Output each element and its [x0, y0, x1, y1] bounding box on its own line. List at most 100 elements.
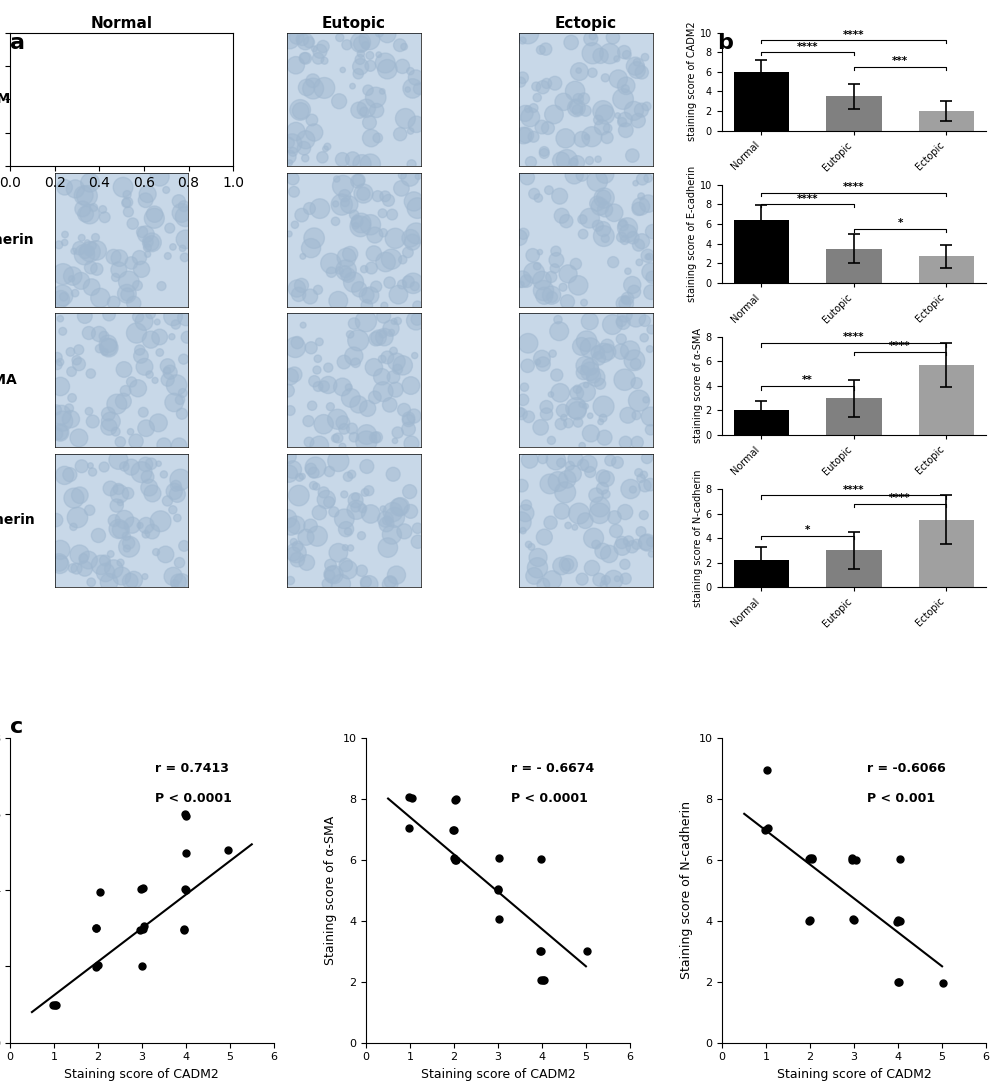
Circle shape — [348, 545, 354, 552]
Circle shape — [360, 459, 374, 473]
Circle shape — [580, 209, 600, 228]
Circle shape — [142, 232, 161, 252]
Circle shape — [341, 491, 348, 497]
Circle shape — [149, 414, 167, 432]
X-axis label: Staining score of CADM2: Staining score of CADM2 — [65, 1068, 219, 1081]
Circle shape — [393, 180, 409, 197]
Circle shape — [144, 525, 159, 539]
Point — [447, 792, 463, 809]
Circle shape — [75, 201, 91, 217]
Circle shape — [293, 103, 309, 119]
Circle shape — [534, 351, 551, 367]
Circle shape — [602, 74, 610, 81]
Circle shape — [555, 482, 576, 503]
Circle shape — [107, 394, 126, 414]
Circle shape — [393, 356, 412, 375]
Circle shape — [332, 434, 340, 442]
Circle shape — [375, 252, 395, 272]
Circle shape — [116, 131, 125, 140]
Circle shape — [166, 375, 187, 395]
Circle shape — [146, 206, 162, 223]
Circle shape — [618, 218, 637, 238]
Circle shape — [623, 276, 640, 293]
Circle shape — [126, 323, 146, 343]
Circle shape — [181, 331, 193, 343]
Circle shape — [379, 89, 385, 94]
Circle shape — [337, 355, 351, 369]
Circle shape — [595, 543, 611, 559]
Circle shape — [624, 350, 644, 370]
Circle shape — [565, 166, 584, 184]
Circle shape — [613, 89, 633, 110]
Circle shape — [287, 173, 299, 185]
Circle shape — [327, 403, 335, 411]
Circle shape — [639, 194, 657, 213]
Circle shape — [103, 308, 116, 320]
Point — [935, 974, 951, 992]
Text: P < 0.0001: P < 0.0001 — [155, 793, 232, 806]
Circle shape — [618, 505, 632, 520]
Circle shape — [169, 243, 176, 250]
Circle shape — [176, 70, 181, 75]
Circle shape — [520, 528, 526, 534]
Circle shape — [627, 286, 640, 299]
Bar — [733, 411, 789, 435]
Circle shape — [365, 61, 375, 72]
Circle shape — [112, 274, 120, 281]
Circle shape — [57, 358, 64, 366]
Circle shape — [143, 237, 153, 247]
Circle shape — [332, 574, 351, 593]
Circle shape — [579, 442, 586, 449]
Circle shape — [581, 105, 592, 116]
Circle shape — [79, 245, 92, 258]
Circle shape — [638, 480, 651, 492]
Circle shape — [145, 370, 153, 378]
Circle shape — [70, 429, 88, 446]
Circle shape — [287, 123, 305, 140]
Circle shape — [602, 235, 610, 242]
Circle shape — [163, 365, 177, 379]
Circle shape — [555, 418, 567, 430]
Circle shape — [172, 203, 191, 223]
Circle shape — [346, 152, 360, 166]
Circle shape — [381, 249, 401, 269]
Text: P < 0.001: P < 0.001 — [868, 793, 935, 806]
Circle shape — [304, 37, 315, 48]
Circle shape — [313, 381, 323, 391]
Circle shape — [178, 541, 189, 552]
Circle shape — [534, 193, 543, 202]
Circle shape — [120, 102, 135, 117]
Text: r = -0.6066: r = -0.6066 — [868, 762, 946, 775]
Circle shape — [176, 408, 187, 419]
Circle shape — [100, 334, 117, 353]
Circle shape — [533, 93, 542, 102]
Text: *: * — [805, 525, 810, 535]
Circle shape — [343, 544, 349, 551]
Point — [802, 911, 818, 929]
Circle shape — [85, 240, 90, 245]
Circle shape — [369, 391, 381, 404]
Circle shape — [131, 462, 152, 482]
Circle shape — [57, 316, 64, 321]
Circle shape — [53, 425, 68, 440]
Circle shape — [560, 215, 573, 228]
Circle shape — [348, 330, 369, 351]
Circle shape — [364, 485, 374, 495]
Y-axis label: Staining score of α-SMA: Staining score of α-SMA — [324, 816, 337, 964]
Circle shape — [596, 470, 610, 483]
Circle shape — [377, 60, 397, 79]
Point — [491, 911, 507, 929]
Circle shape — [333, 433, 343, 443]
Circle shape — [157, 281, 166, 291]
Circle shape — [356, 431, 376, 452]
Circle shape — [312, 46, 318, 52]
Circle shape — [385, 228, 405, 249]
Circle shape — [306, 124, 323, 141]
Circle shape — [144, 485, 161, 502]
Circle shape — [536, 287, 553, 304]
Circle shape — [536, 357, 551, 371]
Circle shape — [360, 108, 369, 116]
Circle shape — [165, 393, 183, 412]
Circle shape — [94, 98, 114, 117]
Circle shape — [645, 225, 659, 239]
